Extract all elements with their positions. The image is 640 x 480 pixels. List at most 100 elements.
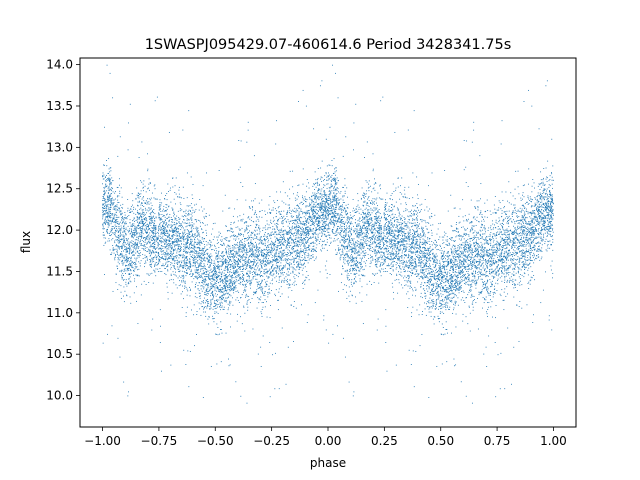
data-point — [326, 217, 327, 219]
data-point — [497, 270, 499, 272]
data-point — [195, 272, 197, 274]
data-point — [548, 209, 550, 211]
data-point — [245, 283, 247, 285]
data-point — [464, 247, 465, 249]
data-point — [243, 267, 245, 269]
data-point — [415, 243, 417, 245]
data-point — [226, 312, 228, 314]
data-point — [491, 257, 493, 259]
data-point — [303, 234, 305, 236]
data-point — [236, 276, 238, 278]
data-point — [426, 301, 428, 303]
data-point — [200, 276, 202, 278]
data-point — [547, 233, 549, 235]
data-point — [375, 222, 377, 224]
data-point — [139, 242, 141, 244]
data-point — [154, 188, 156, 190]
data-point — [281, 268, 283, 269]
data-point — [290, 244, 292, 246]
data-point — [398, 279, 400, 281]
data-point — [364, 253, 366, 255]
data-point — [305, 206, 307, 208]
data-point — [456, 280, 458, 282]
data-point — [422, 276, 423, 278]
data-point — [239, 268, 241, 270]
data-point — [389, 267, 391, 269]
data-point — [184, 214, 186, 216]
data-point — [494, 291, 495, 293]
data-point — [178, 193, 180, 195]
data-point — [374, 209, 376, 211]
data-point — [411, 212, 412, 214]
data-point — [471, 253, 473, 255]
data-point — [489, 254, 491, 256]
data-point — [199, 241, 201, 243]
data-point — [474, 247, 476, 249]
data-point — [494, 260, 496, 262]
data-point — [307, 262, 309, 264]
data-point — [415, 231, 417, 233]
data-point — [196, 272, 198, 274]
data-point — [506, 268, 508, 269]
data-point — [473, 121, 475, 123]
data-point — [300, 211, 302, 212]
data-point — [411, 262, 413, 264]
data-point — [378, 209, 380, 210]
data-point — [435, 304, 437, 306]
data-point — [273, 200, 275, 202]
data-point — [361, 230, 363, 232]
data-point — [496, 274, 498, 276]
data-point — [163, 230, 165, 232]
data-point — [105, 181, 107, 182]
data-point — [199, 276, 200, 277]
data-point — [122, 234, 124, 236]
data-point — [142, 225, 144, 226]
data-point — [186, 256, 188, 257]
data-point — [324, 214, 326, 216]
data-point — [113, 252, 115, 254]
data-point — [316, 223, 318, 225]
data-point — [538, 203, 540, 205]
data-point — [512, 278, 514, 280]
data-point — [221, 305, 223, 307]
data-point — [303, 245, 304, 247]
data-point — [278, 256, 280, 258]
data-point — [336, 188, 337, 190]
data-point — [131, 261, 133, 263]
data-point — [456, 272, 458, 274]
data-point — [204, 272, 206, 273]
data-point — [449, 272, 451, 274]
data-point — [547, 232, 548, 234]
data-point — [483, 227, 485, 229]
data-point — [504, 267, 506, 269]
data-point — [519, 232, 521, 234]
data-point — [203, 263, 205, 265]
data-point — [507, 267, 509, 269]
data-point — [357, 245, 358, 247]
data-point — [336, 221, 338, 223]
data-point — [456, 260, 458, 262]
data-point — [346, 274, 348, 276]
data-point — [391, 266, 393, 268]
data-point — [328, 196, 329, 197]
data-point — [424, 290, 426, 292]
data-point — [179, 223, 181, 224]
data-point — [521, 225, 523, 227]
data-point — [486, 265, 488, 267]
data-point — [121, 239, 122, 241]
data-point — [104, 210, 106, 211]
data-point — [328, 164, 330, 166]
data-point — [276, 247, 278, 248]
data-point — [361, 239, 363, 241]
data-point — [190, 239, 192, 241]
data-point — [326, 165, 328, 167]
data-point — [548, 200, 550, 202]
data-point — [473, 251, 474, 253]
data-point — [318, 222, 320, 224]
data-point — [525, 250, 527, 252]
data-point — [469, 221, 471, 223]
data-point — [525, 222, 527, 224]
data-point — [530, 260, 532, 261]
data-point — [437, 244, 438, 246]
data-point — [191, 212, 193, 214]
